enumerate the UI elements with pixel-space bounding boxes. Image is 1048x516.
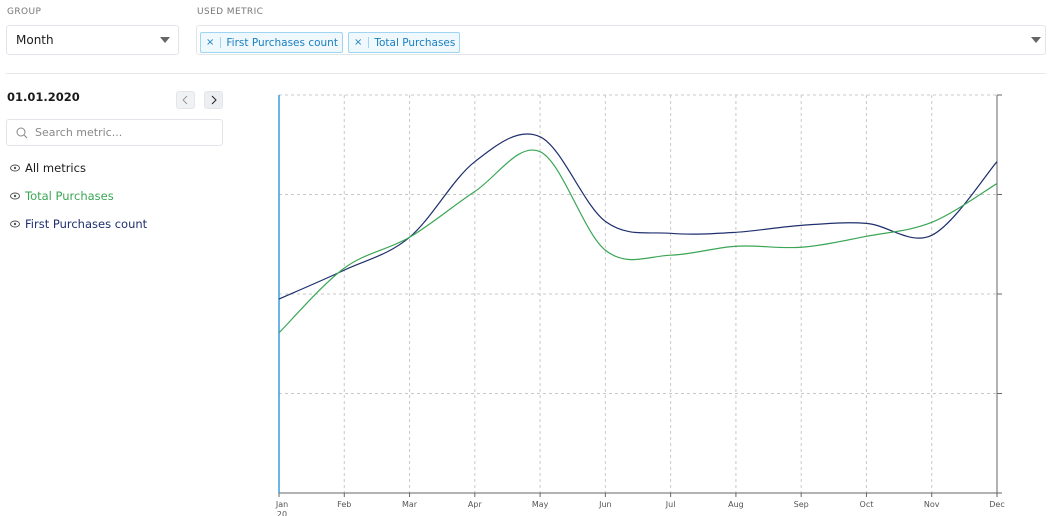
group-value: Month: [16, 33, 54, 47]
x-tick-label: Dec: [989, 500, 1004, 509]
next-button[interactable]: [204, 91, 223, 109]
tag-text: Total Purchases: [374, 36, 456, 49]
remove[interactable]: ×: [201, 37, 222, 48]
arrow: [182, 95, 188, 105]
legend-item[interactable]: First Purchases count: [10, 217, 147, 231]
group-label: GROUP: [7, 7, 42, 17]
legend-text: First Purchases count: [25, 217, 148, 231]
metric-item[interactable]: All metrics: [10, 161, 86, 175]
tag-text: First Purchases count: [226, 36, 338, 49]
date: 01.01.2020: [7, 90, 80, 104]
x-tick-label: Oct: [860, 500, 874, 509]
metric-name: All metrics: [25, 161, 86, 175]
metric-tag[interactable]: × First Purchases count: [200, 32, 343, 53]
arrow: [211, 95, 217, 105]
metric-tag[interactable]: × Total Purchases: [347, 32, 461, 53]
x-tick-label: Aug: [728, 500, 744, 509]
divider: [6, 73, 1046, 74]
caret: [160, 37, 170, 43]
metrics-select[interactable]: × First Purchases count × Total Purchases: [196, 25, 1046, 55]
series-line: [278, 133, 998, 300]
x-tick-label: Nov: [924, 500, 940, 509]
legend-text: Total Purchases: [25, 189, 114, 203]
x-tick-label: Jan 20: [275, 500, 288, 516]
search-icon: [16, 127, 28, 139]
x-tick-label: May: [532, 500, 549, 509]
legend-item[interactable]: Total Purchases: [10, 189, 114, 203]
search-box[interactable]: Search metric...: [6, 119, 223, 146]
group-select[interactable]: Month: [6, 25, 179, 55]
x-tick-label: Feb: [337, 500, 351, 509]
remove[interactable]: ×: [349, 37, 370, 48]
x-tick-label: Mar: [402, 500, 418, 509]
eye-icon: [10, 164, 20, 172]
metrics-label: USED METRIC: [197, 7, 264, 17]
search-placeholder: Search metric...: [35, 126, 123, 139]
prev-button[interactable]: [176, 91, 195, 109]
x-tick-label: Jun: [598, 500, 612, 509]
caret: [1031, 37, 1041, 43]
eye-icon: [10, 192, 20, 200]
x-tick-label: Jul: [665, 500, 676, 509]
eye-icon: [10, 220, 20, 228]
x-tick-label: Apr: [468, 500, 483, 509]
x-tick-label: Sep: [794, 500, 809, 509]
series-line: [278, 149, 998, 334]
